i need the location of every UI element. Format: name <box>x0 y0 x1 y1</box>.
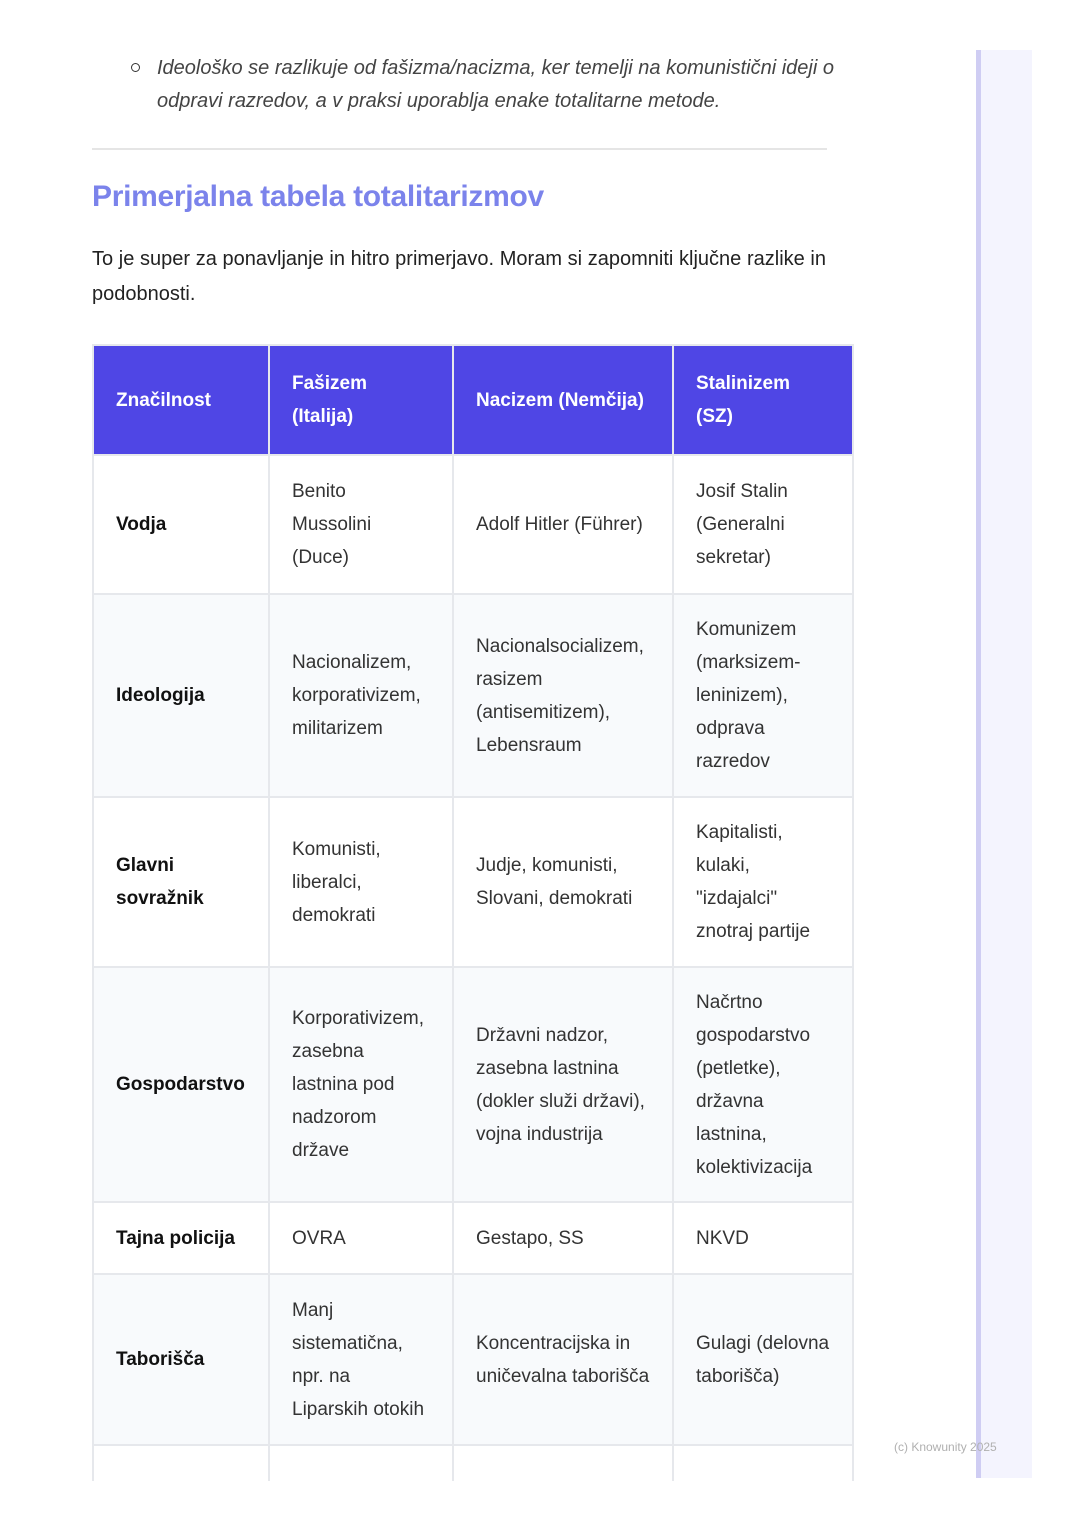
table-cell: Adolf Hitler (Führer) <box>452 454 674 595</box>
table-cell: Načrtno gospodarstvo (petletke), državna… <box>672 966 854 1203</box>
table-row: Vodja Benito Mussolini (Duce) Adolf Hitler… <box>92 454 854 595</box>
row-feature-cell: Ideologija <box>92 593 270 798</box>
row-feature-cell: Vodja <box>92 454 270 595</box>
divider <box>92 148 827 150</box>
table-cell: Komunizem (marksizem-leninizem), odprava… <box>672 593 854 798</box>
row-feature-cell: Glavni sovražnik <box>92 796 270 968</box>
table-cell: Benito Mussolini (Duce) <box>268 454 454 595</box>
table-cell: Korporativizem, zasebna lastnina pod nad… <box>268 966 454 1203</box>
table-cell <box>268 1444 454 1481</box>
header-fascism: Fašizem (Italija) <box>268 344 454 456</box>
header-stalinism: Stalinizem (SZ) <box>672 344 854 456</box>
side-panel <box>976 50 1032 1478</box>
table-cell: Državni nadzor, zasebna lastnina (dokler… <box>452 966 674 1203</box>
table-row: Ideologija Nacionalizem, korporativizem, … <box>92 593 854 798</box>
table-row: Glavni sovražnik Komunisti, liberalci, de… <box>92 796 854 968</box>
header-nazism: Nacizem (Nemčija) <box>452 344 674 456</box>
section-heading: Primerjalna tabela totalitarizmov <box>92 180 544 213</box>
table-cell: Gestapo, SS <box>452 1201 674 1275</box>
table-cell: NKVD <box>672 1201 854 1275</box>
comparison-table: Značilnost Fašizem (Italija) Nacizem (Ne… <box>92 344 854 1481</box>
bullet-circle-icon <box>131 63 140 72</box>
table-cell: Judje, komunisti, Slovani, demokrati <box>452 796 674 968</box>
table-row: Taborišča Manj sistematična, npr. na Lipa… <box>92 1273 854 1446</box>
table-cell: OVRA <box>268 1201 454 1275</box>
header-feature: Značilnost <box>92 344 270 456</box>
table-cell: Gulagi (delovna taborišča) <box>672 1273 854 1446</box>
table-cell: Koncentracijska in uničevalna taborišča <box>452 1273 674 1446</box>
table-row: Tajna policija OVRA Gestapo, SS NKVD <box>92 1201 854 1275</box>
table-row: Gospodarstvo Korporativizem, zasebna last… <box>92 966 854 1203</box>
watermark: (c) Knowunity 2025 <box>894 1440 997 1454</box>
table-cell <box>672 1444 854 1481</box>
table-cell: Kapitalisti, kulaki, "izdajalci" znotraj… <box>672 796 854 968</box>
bullet-text: Ideološko se razlikuje od fašizma/nacizm… <box>157 57 834 112</box>
table-cell: Nacionalsocializem, rasizem (antisemitiz… <box>452 593 674 798</box>
intro-paragraph: To je super za ponavljanje in hitro prim… <box>92 248 826 305</box>
table-row-partial <box>92 1444 854 1481</box>
table-cell: Manj sistematična, npr. na Liparskih oto… <box>268 1273 454 1446</box>
table-header-row: Značilnost Fašizem (Italija) Nacizem (Ne… <box>92 344 854 456</box>
table-cell <box>92 1444 270 1481</box>
table-cell <box>452 1444 674 1481</box>
table-cell: Josif Stalin (Generalni sekretar) <box>672 454 854 595</box>
row-feature-cell: Gospodarstvo <box>92 966 270 1203</box>
row-feature-cell: Tajna policija <box>92 1201 270 1275</box>
table-cell: Komunisti, liberalci, demokrati <box>268 796 454 968</box>
row-feature-cell: Taborišča <box>92 1273 270 1446</box>
table-cell: Nacionalizem, korporativizem, militarize… <box>268 593 454 798</box>
